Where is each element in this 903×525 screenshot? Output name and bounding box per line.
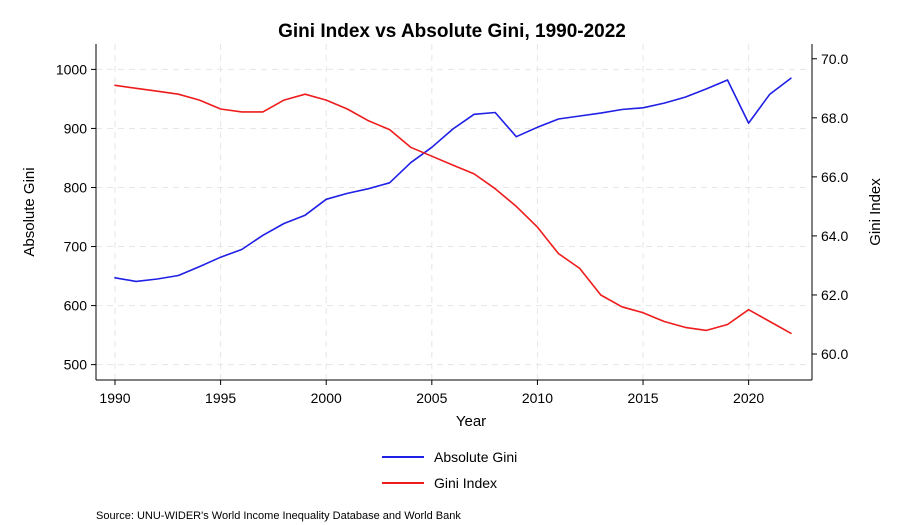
y-right-tick-label: 66.0 [821, 169, 848, 185]
y-right-tick-label: 62.0 [821, 287, 848, 303]
y-axis-right-title: Gini Index [867, 178, 884, 246]
x-tick-label: 2005 [416, 390, 447, 406]
y-left-tick-label: 600 [64, 298, 88, 314]
y-left-tick-label: 1000 [56, 61, 87, 77]
y-right-tick-label: 70.0 [821, 51, 848, 67]
y-right-tick-label: 60.0 [821, 346, 848, 362]
y-left-tick-label: 900 [64, 120, 88, 136]
y-right-tick-label: 68.0 [821, 110, 848, 126]
x-tick-label: 2020 [733, 390, 764, 406]
x-axis-title: Year [456, 413, 486, 430]
x-tick-label: 1990 [99, 390, 130, 406]
legend-label-gini-index: Gini Index [434, 475, 497, 491]
y-right-tick-label: 64.0 [821, 228, 848, 244]
y-left-tick-label: 800 [64, 179, 88, 195]
x-tick-label: 1995 [205, 390, 236, 406]
series-line-absolute-gini [114, 77, 792, 283]
axes-layer [95, 44, 813, 381]
series-line-gini-index [114, 84, 792, 335]
x-tick-label: 2010 [522, 390, 553, 406]
legend: Absolute Gini Gini Index [382, 449, 517, 491]
legend-label-absolute-gini: Absolute Gini [434, 449, 517, 465]
ticks-layer: 1990 1995 2000 2005 2010 2015 2020 500 600 700 800… [56, 51, 849, 406]
chart-title: Gini Index vs Absolute Gini, 1990-2022 [278, 21, 626, 42]
x-tick-label: 2000 [311, 390, 342, 406]
series-layer [114, 77, 792, 335]
y-axis-left-title: Absolute Gini [21, 167, 38, 256]
x-tick-label: 2015 [627, 390, 658, 406]
source-note: Source: UNU-WIDER's World Income Inequal… [96, 510, 461, 522]
y-left-tick-label: 700 [64, 239, 88, 255]
y-left-tick-label: 500 [64, 357, 88, 373]
